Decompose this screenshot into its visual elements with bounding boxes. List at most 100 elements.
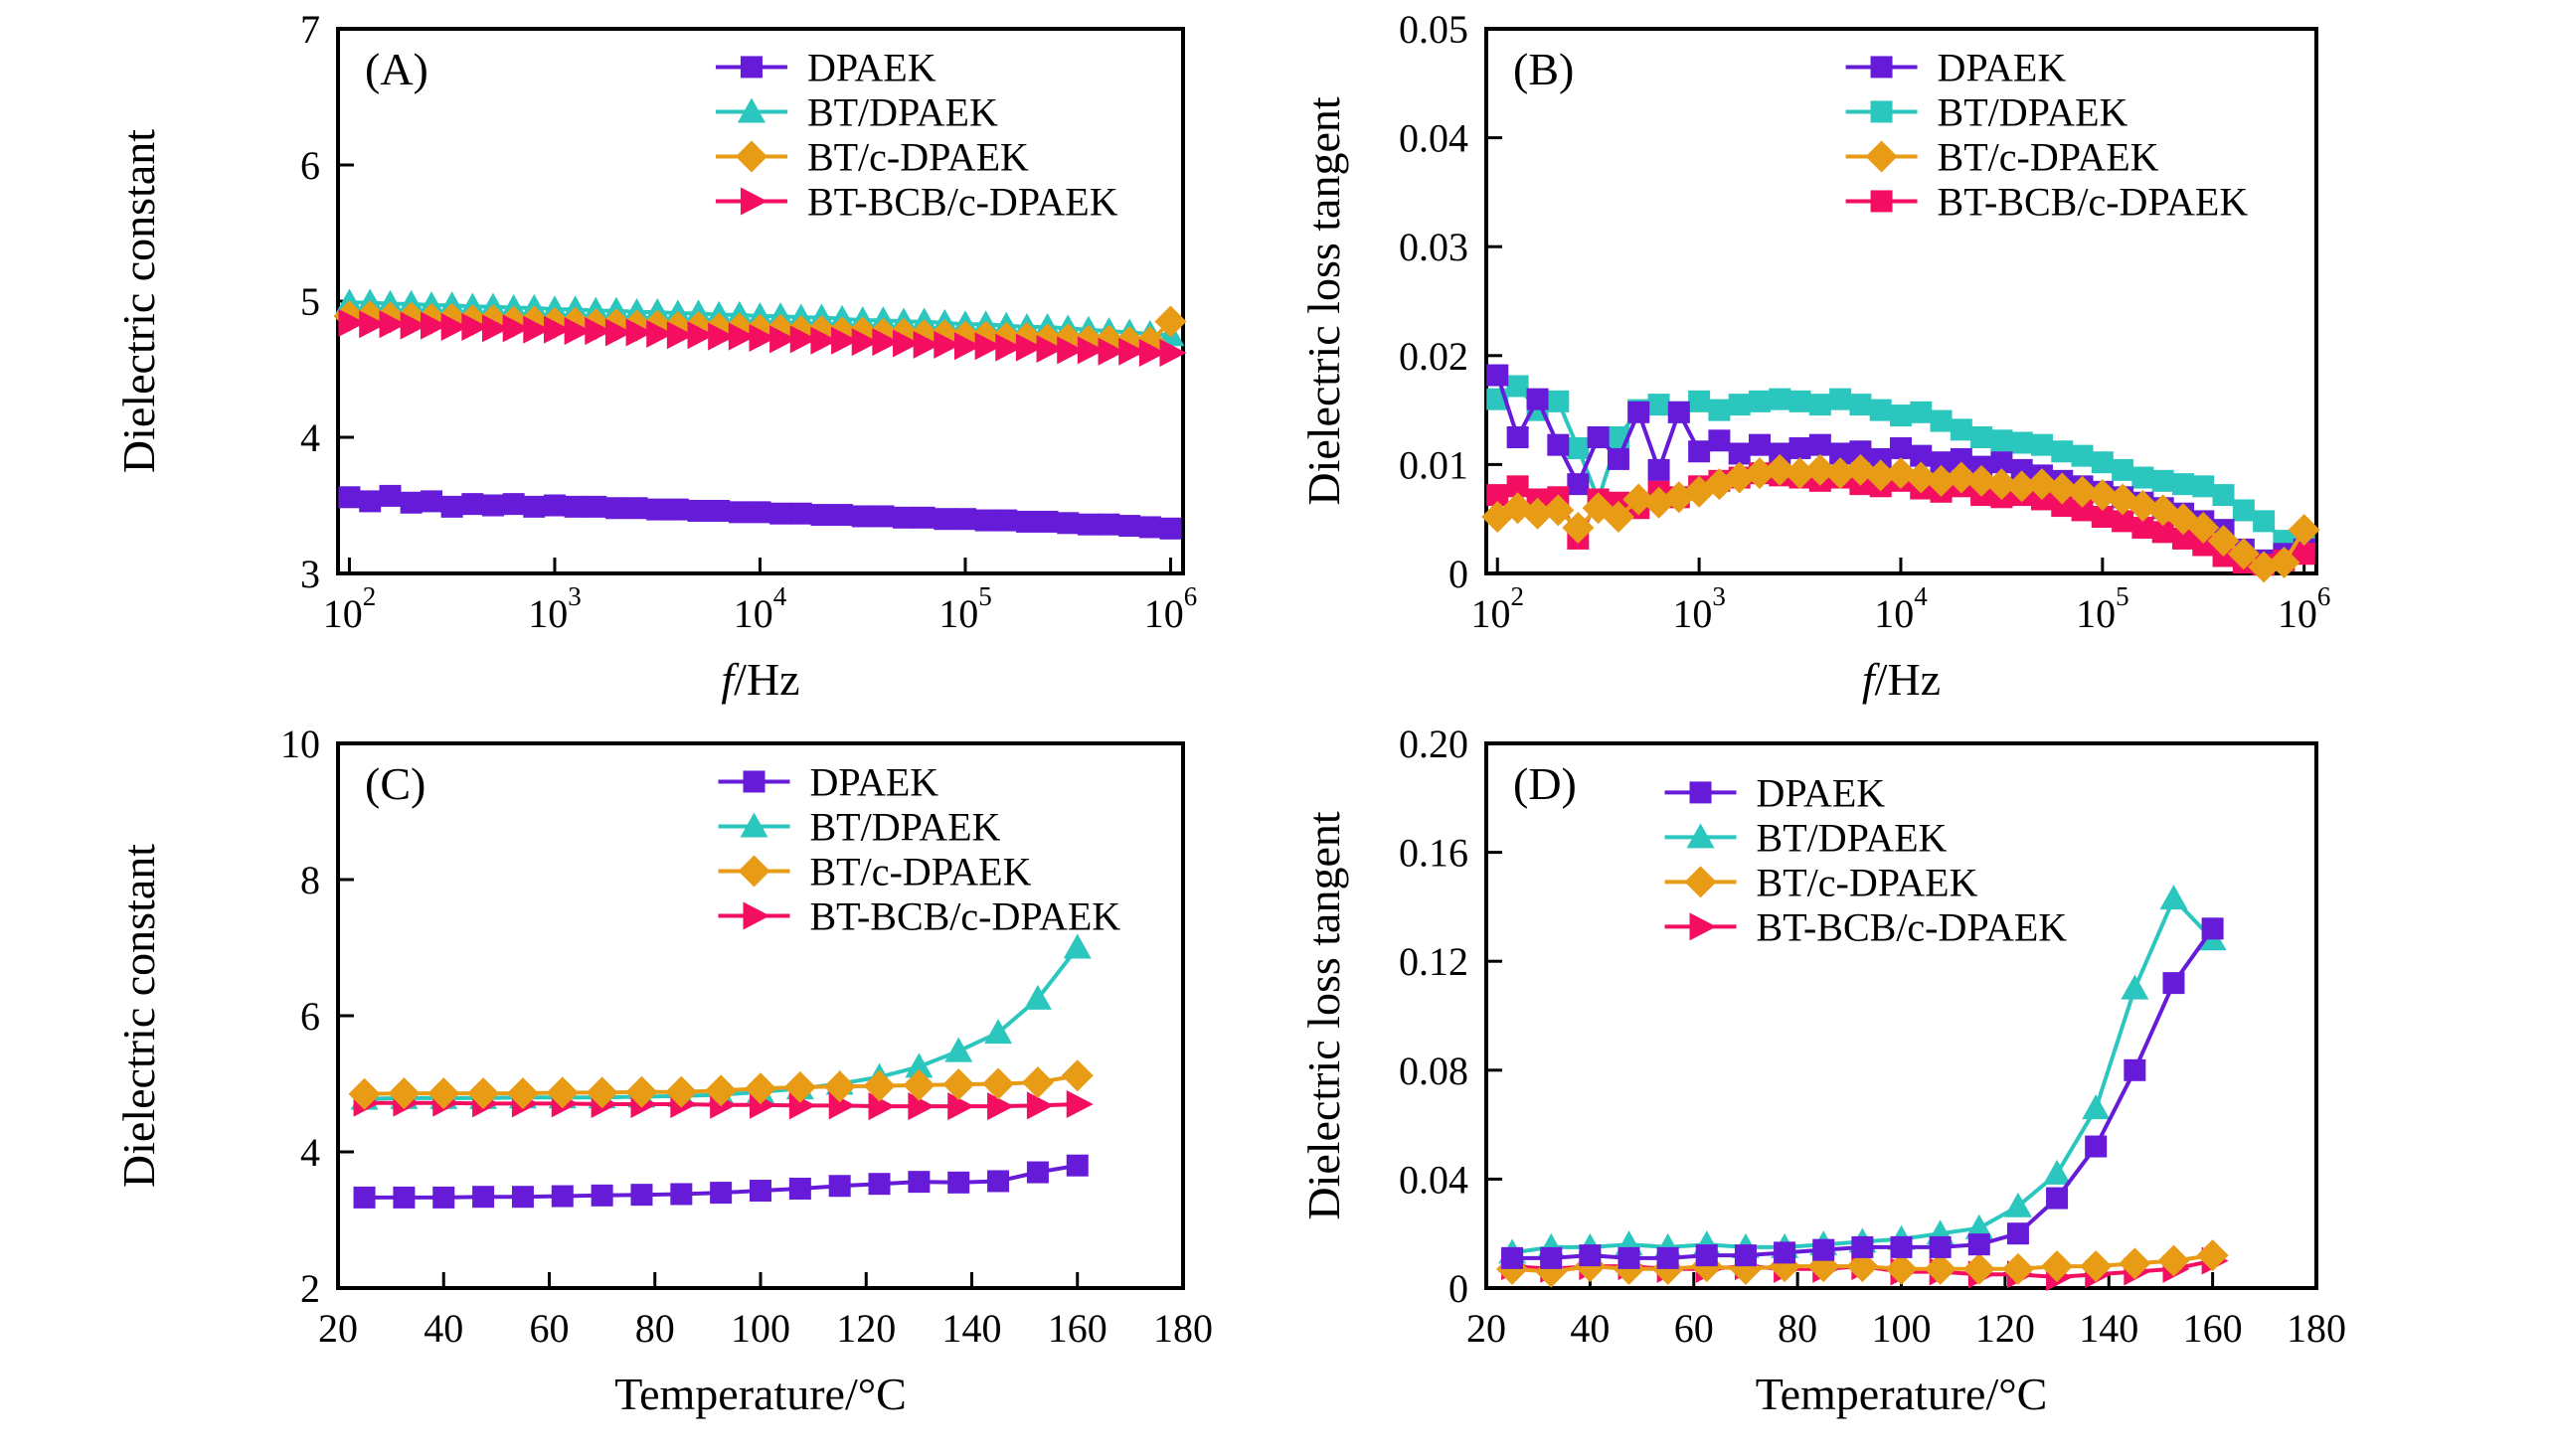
x-tick-label: 60 [530, 1306, 570, 1351]
panel-A-chart: 102 103 104 105 106 3 4 5 6 7 f/Hz Dielectric const… [113, 7, 1197, 705]
x-axis-title: Temperature/°C [614, 1369, 907, 1419]
y-axis-ticks: 0 0.04 0.08 0.12 0.16 0.20 [1399, 728, 1502, 1311]
marker-diamond-icon [1864, 459, 1897, 492]
marker-triangle-right-icon [523, 315, 551, 344]
marker-diamond-icon [2080, 1250, 2113, 1283]
marker-square-icon [1077, 513, 1100, 536]
legend-item-BT-BCB-c-DPAEK: BT-BCB/c-DPAEK [715, 179, 1118, 224]
marker-diamond-icon [1985, 468, 2018, 501]
marker-square-icon [1627, 401, 1650, 423]
marker-square-icon [1774, 1241, 1796, 1264]
y-axis-title: Dielectric loss tangent [1298, 96, 1349, 506]
marker-square-icon [974, 509, 997, 532]
marker-diamond-icon [1885, 1252, 1918, 1285]
marker-diamond-icon [1884, 457, 1917, 490]
marker-diamond-icon [2066, 475, 2099, 508]
legend-label: DPAEK [810, 759, 939, 804]
panel-D-chart: 20 40 60 80 100 120 140 160 180 0 0.04 0.08 0.12 0.16… [1298, 728, 2346, 1419]
y-tick-label: 8 [300, 858, 320, 902]
marker-square-icon [379, 484, 402, 507]
marker-triangle-right-icon [708, 322, 736, 351]
marker-triangle-up-icon [1686, 823, 1715, 849]
marker-triangle-right-icon [868, 1092, 896, 1121]
marker-square-icon [1769, 442, 1791, 465]
marker-square-icon [1567, 436, 1590, 459]
marker-triangle-up-icon [1023, 984, 1052, 1010]
marker-square-icon [1647, 394, 1670, 416]
marker-square-icon [2006, 1222, 2029, 1245]
legend-label: BT-BCB/c-DPAEK [807, 179, 1118, 224]
y-tick-label: 6 [300, 143, 320, 188]
marker-diamond-icon [783, 1070, 816, 1103]
x-tick-label: 103 [1672, 581, 1726, 636]
marker-square-icon [2051, 440, 2074, 463]
marker-diamond-icon [2207, 525, 2240, 558]
marker-diamond-icon [705, 1074, 738, 1107]
marker-triangle-right-icon [728, 322, 756, 351]
x-tick-label: 100 [1872, 1306, 1932, 1351]
marker-diamond-icon [546, 1076, 579, 1109]
marker-square-icon [1870, 56, 1893, 79]
marker-square-icon [400, 491, 423, 514]
marker-square-icon [2151, 469, 2174, 492]
x-tick-label: 104 [734, 581, 787, 636]
marker-square-icon [934, 508, 956, 531]
marker-square-icon [564, 495, 587, 518]
legend-item-BT-DPAEK: BT/DPAEK [1845, 89, 2128, 134]
marker-square-icon [2232, 499, 2255, 522]
marker-diamond-icon [427, 1077, 460, 1110]
marker-square-icon [1788, 436, 1811, 459]
marker-square-icon [1950, 447, 1972, 470]
x-axis-ticks: 102 103 104 105 106 [323, 558, 1197, 636]
x-axis-ticks: 20 40 60 80 100 120 140 160 180 [318, 1272, 1213, 1351]
marker-square-icon [432, 1186, 455, 1209]
marker-square-icon [1708, 429, 1731, 452]
marker-square-icon [987, 1170, 1010, 1193]
marker-square-icon [420, 490, 442, 513]
marker-square-icon [1890, 1235, 1913, 1258]
marker-diamond-icon [1865, 140, 1898, 173]
marker-triangle-right-icon [1138, 339, 1166, 368]
marker-triangle-right-icon [585, 317, 612, 346]
marker-square-icon [1501, 1246, 1524, 1269]
legend-item-BT-c-DPAEK: BT/c-DPAEK [718, 849, 1032, 893]
marker-diamond-icon [1905, 461, 1938, 494]
x-tick-label: 120 [1975, 1306, 2035, 1351]
y-tick-label: 2 [300, 1266, 320, 1311]
marker-square-icon [1929, 1235, 1952, 1258]
marker-triangle-right-icon [974, 332, 1002, 361]
marker-diamond-icon [1803, 453, 1836, 486]
marker-diamond-icon [2157, 1244, 2190, 1277]
marker-square-icon [893, 506, 916, 529]
marker-triangle-up-icon [2003, 1192, 2032, 1217]
marker-square-icon [1910, 401, 1933, 423]
marker-square-icon [1849, 440, 1872, 463]
marker-triangle-right-icon [908, 1092, 936, 1121]
marker-square-icon [1026, 1161, 1049, 1184]
marker-triangle-up-icon [984, 1019, 1013, 1045]
x-tick-label: 100 [731, 1306, 790, 1351]
marker-triangle-right-icon [828, 1091, 856, 1120]
marker-square-icon [2171, 473, 2194, 496]
x-tick-label: 106 [2278, 581, 2331, 636]
marker-square-icon [1547, 390, 1570, 412]
marker-square-icon [743, 770, 766, 793]
series-line [1511, 894, 2215, 1255]
y-tick-label: 5 [300, 279, 320, 324]
marker-square-icon [749, 501, 771, 524]
panel-label: (C) [365, 758, 425, 809]
marker-triangle-right-icon [934, 330, 961, 359]
x-axis-ticks: 20 40 60 80 100 120 140 160 180 [1466, 1272, 2346, 1351]
marker-square-icon [1579, 1244, 1602, 1267]
marker-diamond-icon [348, 1077, 381, 1110]
marker-diamond-icon [982, 1067, 1015, 1100]
marker-square-icon [1667, 401, 1690, 423]
marker-square-icon [1647, 458, 1670, 481]
marker-triangle-right-icon [338, 308, 366, 337]
legend-label: DPAEK [1757, 770, 1886, 815]
y-tick-label: 0.03 [1399, 225, 1468, 269]
marker-square-icon [511, 1186, 534, 1209]
x-tick-label: 160 [1048, 1306, 1107, 1351]
